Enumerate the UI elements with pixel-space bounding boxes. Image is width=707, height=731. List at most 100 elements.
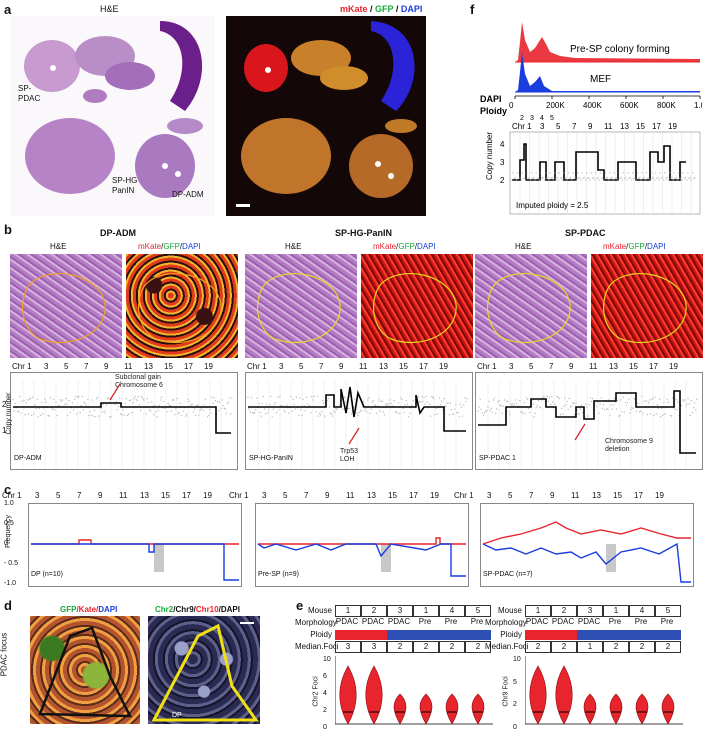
b-he-image	[10, 254, 122, 358]
b-roi-outline	[257, 273, 341, 344]
b-he-image	[245, 254, 357, 358]
e-foci-cell: 3	[335, 641, 361, 653]
e-mouse-cell: 3	[577, 605, 603, 617]
e-row-label: Ploidy	[500, 630, 522, 639]
e-ploidy-cell	[525, 630, 551, 640]
b-chr-label: 19	[439, 362, 448, 371]
e-ploidy-cell	[603, 630, 629, 640]
b-annotation-arrow	[109, 383, 121, 401]
e-mouse-cell: 4	[629, 605, 655, 617]
c-chr-label: 9	[550, 491, 555, 500]
e-foci-cell: 2	[465, 641, 491, 653]
e-morph-cell: PDAC	[335, 617, 359, 626]
e-morph-cell: Pre	[608, 617, 622, 626]
d-right-image: DP	[148, 616, 260, 724]
e-foci-cell: 2	[525, 641, 551, 653]
b-chr-label: 15	[164, 362, 173, 371]
b-chr-label: 7	[319, 362, 324, 371]
d-left-title: GFP/Kate/DAPI	[60, 605, 117, 614]
f-cn-ytick: 3	[500, 158, 505, 167]
b-annotation: Chromosome 9 deletion	[605, 438, 653, 453]
c-ytick: 0	[4, 540, 8, 547]
b-fluor-image	[126, 254, 238, 358]
b-roi-outline	[22, 273, 106, 344]
c-chr-label: Chr 1	[2, 491, 22, 500]
f-ploidy-axis-label: Ploidy	[480, 106, 507, 116]
b-chr-label: 3	[279, 362, 284, 371]
e-ploidy-cell	[439, 630, 465, 640]
e-morph-cell: Pre	[418, 617, 432, 626]
d-left-image	[30, 616, 140, 724]
sep: /	[367, 4, 376, 14]
e-ytick: 10	[513, 656, 521, 663]
f-ploidy-tick: 5	[550, 115, 554, 122]
e-ploidy-cell	[361, 630, 387, 640]
c-chr-label: 17	[409, 491, 418, 500]
c-group-label: SP-PDAC (n=7)	[483, 571, 533, 578]
b-ylabel: Copy number	[5, 392, 13, 435]
e-morph-cell: PDAC	[525, 617, 549, 626]
e-morph-cell: Pre	[444, 617, 458, 626]
e-ytick: 6	[323, 673, 327, 680]
f-pre-sp-label: Pre-SP colony forming	[570, 44, 670, 55]
e-ploidy-cell	[335, 630, 361, 640]
b-cn-svg	[12, 381, 233, 469]
f-ploidy-tick: 2	[520, 115, 524, 122]
e-morph-cell: PDAC	[551, 617, 575, 626]
e-ploidy-cell	[577, 630, 603, 640]
e-ploidy-cell	[465, 630, 491, 640]
f-cn-ytick: 2	[500, 176, 505, 185]
e-ploidy-cell	[629, 630, 655, 640]
he-tissue-drawing	[24, 21, 203, 198]
c-chr-label: 7	[304, 491, 309, 500]
fluor-tissue-drawing	[236, 21, 417, 207]
c-freq-svg	[482, 521, 691, 583]
e-foci-cell: 2	[655, 641, 681, 653]
c-freq-plot	[480, 503, 694, 587]
c-chr-label: 13	[367, 491, 376, 500]
label-dp-adm: DP-ADM	[172, 190, 204, 199]
c-chr-label: 3	[262, 491, 267, 500]
b-arrow-wrap	[345, 424, 365, 453]
e-mouse-cell: 3	[387, 605, 413, 617]
d-kate: /Kate/	[76, 605, 99, 614]
b-chr-label: 11	[589, 362, 598, 371]
e-mouse-cell: 5	[655, 605, 681, 617]
c-group-label: DP (n=10)	[31, 571, 63, 578]
e-ploidy-cell	[387, 630, 413, 640]
b-chr-label: 17	[184, 362, 193, 371]
c-chr-label: 15	[161, 491, 170, 500]
c-chr-label: 3	[35, 491, 40, 500]
e-ytick: 2	[513, 701, 517, 709]
d-right-outline	[151, 622, 259, 722]
b-fluor-title: mKate/GFP/DAPI	[138, 242, 201, 251]
e-violin-svg	[334, 656, 493, 725]
b-fluor-dapi: DAPI	[182, 242, 201, 251]
b-fluor-slash: /	[179, 242, 183, 251]
f-chr-label: 9	[588, 122, 593, 131]
e-mouse-cell: 4	[439, 605, 465, 617]
e-ytick: 0	[513, 724, 517, 731]
b-cn-plot	[475, 372, 703, 470]
e-violins	[334, 656, 495, 731]
b-fluor-gfp: GFP	[398, 242, 415, 251]
e-foci-cell: 2	[413, 641, 439, 653]
f-chr-label: 13	[620, 122, 629, 131]
b-cn-plot	[245, 372, 473, 470]
e-ploidy-cell	[655, 630, 681, 640]
c-chr-label: 5	[283, 491, 288, 500]
e-row-label: Mouse	[307, 606, 332, 615]
d-side-label: PDAC focus	[0, 632, 9, 677]
b-fluor-slash: /	[626, 242, 629, 251]
e-ytick: 0	[323, 724, 327, 731]
f-imputed-label: Imputed ploidy = 2.5	[516, 201, 589, 210]
d-gfp: GFP	[60, 605, 77, 614]
d-left-outline	[38, 626, 133, 718]
b-chr-label: 7	[549, 362, 554, 371]
mkate-text: mKate	[340, 4, 368, 14]
b-cn-plot	[10, 372, 238, 470]
c-chr-label: 13	[592, 491, 601, 500]
e-ytick: 4	[323, 690, 327, 697]
e-ylabel: Chr9 Foci	[502, 676, 510, 707]
e-row-label: Ploidy	[310, 630, 332, 639]
